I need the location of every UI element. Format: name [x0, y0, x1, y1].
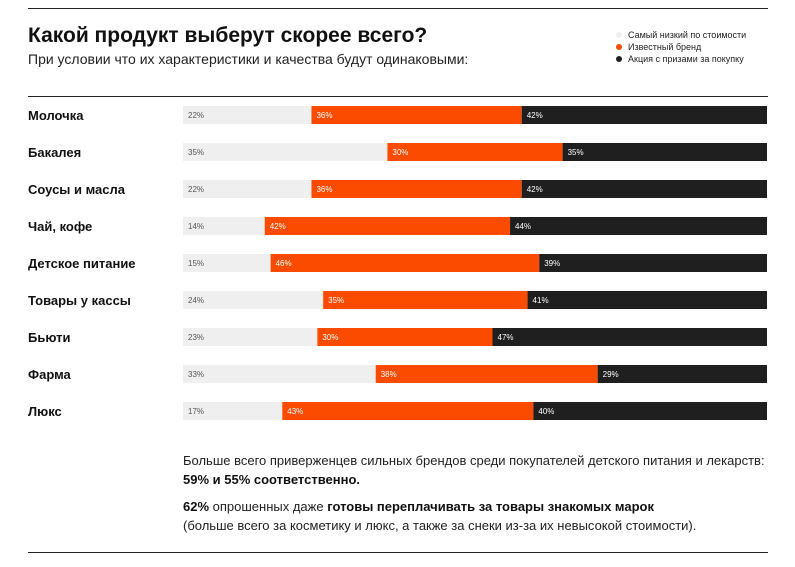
note-paragraph-2: 62% опрошенных даже готовы переплачивать… [183, 497, 773, 535]
bar-value-label: 44% [515, 222, 531, 231]
bar-value-label: 33% [188, 370, 204, 379]
legend-swatch-cheapest [616, 32, 622, 38]
bar-segment [317, 328, 493, 346]
legend-swatch-promo [616, 56, 622, 62]
bar-segment [183, 254, 271, 272]
top-divider [28, 8, 768, 9]
bar-segment [527, 291, 767, 309]
bar-segment [183, 328, 318, 346]
legend-item-cheapest: Самый низкий по стоимости [616, 29, 746, 41]
bar-value-label: 23% [188, 333, 204, 342]
bar-segment [183, 106, 312, 124]
bar-value-label: 42% [527, 185, 543, 194]
bar-value-label: 40% [538, 407, 554, 416]
note-2-percent: 62% [183, 499, 210, 514]
note-2-text-2: (больше всего за косметику и люкс, а так… [183, 518, 697, 533]
bar-value-label: 36% [316, 111, 332, 120]
category-label: Молочка [28, 108, 84, 123]
bar-segment [521, 106, 767, 124]
bar-segment [323, 291, 528, 309]
note-1-highlight: 59% и 55% соответственно. [183, 472, 360, 487]
bar-segment [510, 217, 767, 235]
bar-segment [183, 402, 283, 420]
category-label: Детское питание [28, 256, 136, 271]
bar-segment [387, 143, 563, 161]
legend-item-brand: Известный бренд [616, 41, 746, 53]
bar-value-label: 41% [533, 296, 549, 305]
bar-segment [270, 254, 540, 272]
note-1-text: Больше всего приверженцев сильных брендо… [183, 453, 765, 468]
bar-value-label: 43% [287, 407, 303, 416]
bar-value-label: 36% [316, 185, 332, 194]
bottom-divider [28, 552, 768, 553]
bar-segment [311, 106, 522, 124]
bar-value-label: 39% [544, 259, 560, 268]
note-2-highlight: готовы переплачивать за товары знакомых … [327, 499, 654, 514]
header-divider [28, 96, 768, 97]
bar-value-label: 22% [188, 111, 204, 120]
bar-segment [183, 217, 265, 235]
bar-segment [375, 365, 598, 383]
bar-value-label: 29% [603, 370, 619, 379]
bar-segment [492, 328, 767, 346]
category-label: Фарма [28, 367, 72, 382]
category-label: Бьюти [28, 330, 70, 345]
bar-value-label: 24% [188, 296, 204, 305]
bar-segment [562, 143, 767, 161]
bar-value-label: 15% [188, 259, 204, 268]
legend-swatch-brand [616, 44, 622, 50]
bar-value-label: 35% [328, 296, 344, 305]
bar-segment [533, 402, 767, 420]
category-label: Бакалея [28, 145, 81, 160]
bar-segment [264, 217, 511, 235]
bar-segment [311, 180, 522, 198]
bar-segment [183, 180, 312, 198]
bar-segment [183, 365, 376, 383]
bar-segment [597, 365, 767, 383]
bar-segment [282, 402, 534, 420]
chart-title: Какой продукт выберут скорее всего? [28, 24, 428, 47]
category-label: Соусы и масла [28, 182, 126, 197]
bar-segment [183, 143, 388, 161]
note-paragraph-1: Больше всего приверженцев сильных брендо… [183, 451, 773, 489]
category-label: Товары у кассы [28, 293, 131, 308]
stacked-bar-chart: Молочка 22% 36% 42% Бакалея 35% 30% 35% Соусы и … [28, 106, 767, 420]
legend: Самый низкий по стоимости Известный брен… [616, 29, 746, 65]
note-2-text-1: опрошенных даже [209, 499, 328, 514]
bar-value-label: 30% [392, 148, 408, 157]
bar-value-label: 47% [498, 333, 514, 342]
bar-segment [539, 254, 767, 272]
chart-subtitle: При условии что их характеристики и каче… [28, 51, 469, 67]
bar-value-label: 14% [188, 222, 204, 231]
bar-value-label: 17% [188, 407, 204, 416]
bar-value-label: 22% [188, 185, 204, 194]
bar-value-label: 30% [322, 333, 338, 342]
legend-label-promo: Акция с призами за покупку [628, 54, 744, 64]
legend-item-promo: Акция с призами за покупку [616, 53, 746, 65]
bar-value-label: 46% [276, 259, 292, 268]
bar-segment [521, 180, 767, 198]
legend-label-cheapest: Самый низкий по стоимости [628, 30, 747, 40]
bar-value-label: 38% [381, 370, 397, 379]
bar-value-label: 35% [188, 148, 204, 157]
bar-value-label: 42% [270, 222, 286, 231]
category-label: Чай, кофе [28, 219, 92, 234]
category-label: Люкс [28, 404, 62, 419]
legend-label-brand: Известный бренд [628, 42, 702, 52]
bar-value-label: 42% [527, 111, 543, 120]
bar-segment [183, 291, 324, 309]
bar-value-label: 35% [568, 148, 584, 157]
